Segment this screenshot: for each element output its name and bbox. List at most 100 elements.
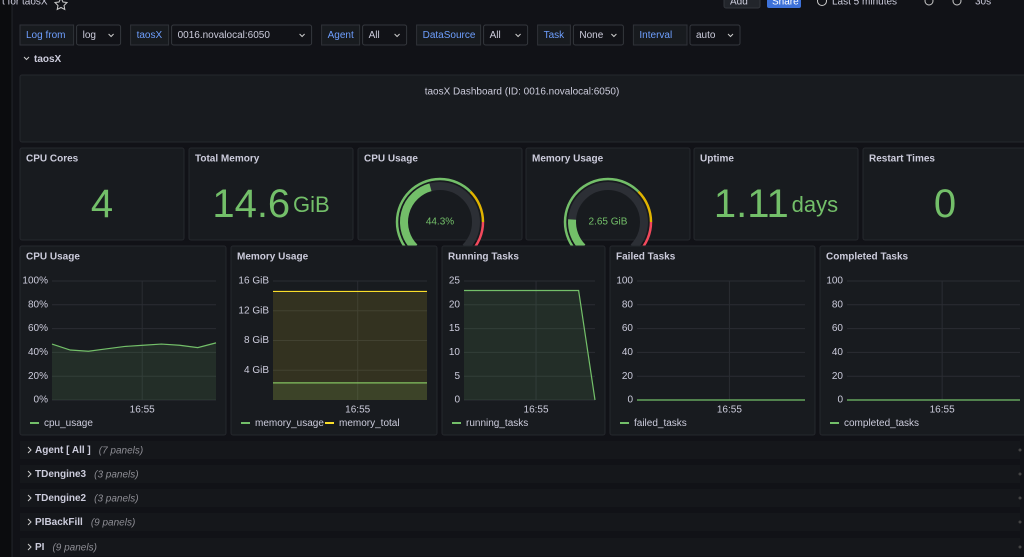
- row-chevron: [23, 56, 30, 61]
- y-tick-label: 8 GiB: [244, 335, 269, 346]
- legend-label[interactable]: running_tasks: [466, 418, 528, 429]
- dropdown-chevron: [108, 33, 114, 38]
- legend-label[interactable]: memory_total: [339, 418, 400, 429]
- legend-label[interactable]: failed_tasks: [634, 418, 687, 429]
- row-chevron: [27, 518, 32, 526]
- y-tick-label: 40: [832, 347, 844, 358]
- text-panel: [19, 74, 1024, 143]
- y-tick-label: 100%: [22, 276, 48, 287]
- stat-value: 0: [934, 182, 956, 226]
- collapsed-row[interactable]: [20, 441, 1020, 459]
- add-button-label[interactable]: Add: [730, 0, 748, 8]
- stat-value: 4: [91, 182, 113, 226]
- x-tick-label: 16:55: [130, 405, 155, 416]
- y-tick-label: 0: [627, 395, 633, 406]
- dropdown-chevron: [299, 33, 305, 38]
- stat-title: Memory Usage: [532, 154, 604, 165]
- variable-label: DataSource: [423, 30, 476, 41]
- dropdown-chevron: [727, 33, 734, 38]
- stat-unit: days: [792, 192, 838, 217]
- chart-panel: [819, 245, 1024, 436]
- refresh-interval[interactable]: 30s: [975, 0, 991, 8]
- variable-value[interactable]: None: [579, 30, 603, 41]
- refresh-icon[interactable]: [952, 0, 962, 6]
- x-tick-label: 16:55: [524, 405, 549, 416]
- variable-dropdown[interactable]: [171, 24, 313, 46]
- y-tick-label: 0: [837, 395, 843, 406]
- collapsed-row[interactable]: [20, 489, 1020, 507]
- variable-value[interactable]: auto: [696, 30, 716, 41]
- gauge-value: 2.65 GiB: [589, 217, 628, 228]
- dashboard-heading: taosX Dashboard (ID: 0016.novalocal:6050…: [425, 87, 620, 98]
- variable-dropdown[interactable]: [572, 24, 624, 46]
- variable-label-box: [537, 24, 571, 46]
- variable-dropdown[interactable]: [76, 24, 122, 46]
- stat-panel: [19, 147, 185, 241]
- add-button[interactable]: [723, 0, 761, 9]
- y-tick-label: 20%: [28, 371, 48, 382]
- variable-value[interactable]: All: [490, 30, 501, 41]
- drag-handle: [1018, 448, 1022, 452]
- row-title[interactable]: PIBackFill: [35, 517, 83, 528]
- star-icon: [53, 0, 69, 11]
- series-area: [273, 291, 427, 400]
- y-tick-label: 40%: [28, 347, 48, 358]
- stat-title: CPU Cores: [26, 154, 79, 165]
- row-chevron: [27, 543, 32, 551]
- y-tick-label: 12 GiB: [238, 305, 269, 316]
- row-panel-count: (3 panels): [94, 470, 138, 481]
- zoom-icon[interactable]: [924, 0, 934, 6]
- collapsed-row[interactable]: [20, 538, 1020, 556]
- dropdown-chevron: [394, 33, 400, 38]
- share-button-label[interactable]: Share: [772, 0, 799, 8]
- row-title[interactable]: PI: [35, 542, 45, 553]
- variable-value[interactable]: All: [369, 30, 380, 41]
- gauge-value: 44.3%: [426, 217, 454, 228]
- variable-label: Interval: [639, 30, 672, 41]
- row-title[interactable]: taosX: [34, 54, 62, 65]
- stat-number: 14.6: [212, 182, 290, 226]
- stat-panel: [862, 147, 1024, 241]
- chart-title: CPU Usage: [26, 252, 80, 263]
- y-tick-label: 20: [449, 299, 461, 310]
- y-tick-label: 16 GiB: [238, 276, 269, 287]
- dropdown-chevron: [515, 33, 521, 38]
- variable-value[interactable]: log: [83, 30, 96, 41]
- y-tick-label: 60%: [28, 323, 48, 334]
- row-panel-count: (7 panels): [99, 446, 143, 457]
- clock-icon: [817, 0, 827, 6]
- chart-panel: [441, 245, 606, 436]
- time-range[interactable]: Last 5 minutes: [832, 0, 897, 8]
- variable-dropdown[interactable]: [689, 24, 741, 46]
- row-title[interactable]: TDengine3: [35, 469, 87, 480]
- y-tick-label: 25: [449, 276, 461, 287]
- y-tick-label: 80: [832, 299, 844, 310]
- collapsed-row[interactable]: [20, 513, 1020, 531]
- gauge-value-arc: [400, 183, 432, 251]
- row-title[interactable]: Agent [ All ]: [35, 445, 91, 456]
- stat-panel: [188, 147, 354, 241]
- y-tick-label: 60: [832, 323, 844, 334]
- variable-dropdown[interactable]: [362, 24, 408, 46]
- share-button[interactable]: [767, 0, 801, 8]
- drag-handle: [1018, 520, 1022, 524]
- variable-value[interactable]: 0016.novalocal:6050: [178, 30, 271, 41]
- variable-dropdown[interactable]: [483, 24, 529, 46]
- row-title[interactable]: TDengine2: [35, 493, 87, 504]
- drag-handle: [1018, 545, 1022, 549]
- row-panel-count: (9 panels): [52, 543, 96, 554]
- y-tick-label: 80%: [28, 299, 48, 310]
- legend-label[interactable]: cpu_usage: [44, 418, 93, 429]
- series-area: [273, 382, 427, 400]
- stat-value: 14.6 GiB: [212, 182, 329, 226]
- legend-label[interactable]: completed_tasks: [844, 418, 919, 429]
- collapsed-row[interactable]: [20, 465, 1020, 483]
- series-line: [464, 289, 596, 401]
- x-tick-label: 16:55: [717, 405, 742, 416]
- y-tick-label: 100: [616, 276, 633, 287]
- y-tick-label: 10: [449, 347, 461, 358]
- stat-number: 1.11: [714, 182, 789, 226]
- legend-label[interactable]: memory_usage: [255, 418, 324, 429]
- y-tick-label: 5: [454, 371, 460, 382]
- gauge-threshold-ring: [563, 177, 640, 254]
